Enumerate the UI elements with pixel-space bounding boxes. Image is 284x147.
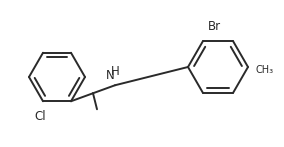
Text: H: H <box>111 65 119 78</box>
Text: N: N <box>106 69 114 82</box>
Text: CH₃: CH₃ <box>256 65 274 75</box>
Text: Cl: Cl <box>34 110 46 123</box>
Text: Br: Br <box>208 20 221 32</box>
